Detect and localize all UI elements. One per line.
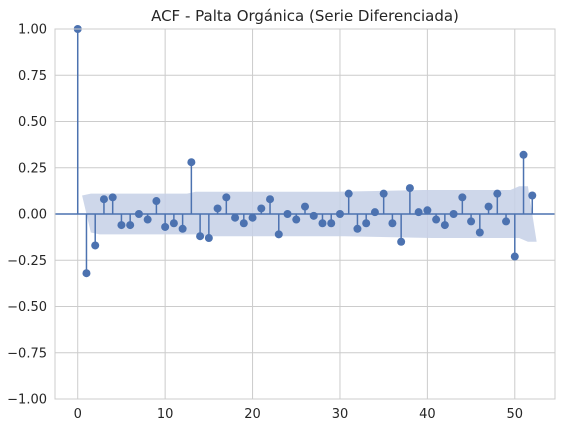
acf-point <box>178 224 187 233</box>
acf-point <box>335 210 344 218</box>
acf-point <box>99 195 108 204</box>
acf-point <box>423 206 432 215</box>
y-tick-label: 0.75 <box>18 69 47 84</box>
x-axis-ticks: 0 10 20 30 40 50 <box>74 407 523 422</box>
acf-point <box>222 193 231 202</box>
acf-point <box>266 195 275 204</box>
acf-point <box>239 219 248 228</box>
acf-point <box>405 184 414 193</box>
acf-point <box>301 202 309 211</box>
x-tick-label: 0 <box>74 407 82 422</box>
x-tick-label: 50 <box>507 407 524 422</box>
acf-point <box>510 252 519 261</box>
acf-point <box>344 189 353 198</box>
acf-point <box>117 221 126 230</box>
acf-point <box>161 222 170 231</box>
acf-point <box>362 219 371 228</box>
acf-point <box>248 213 257 222</box>
y-tick-label: −0.75 <box>7 346 47 361</box>
acf-point <box>318 219 327 228</box>
acf-point <box>484 202 493 211</box>
acf-point <box>292 215 301 224</box>
acf-point <box>134 210 143 218</box>
acf-point <box>458 193 467 202</box>
acf-point <box>91 241 100 250</box>
acf-point <box>432 215 441 224</box>
y-tick-label: −0.25 <box>7 254 47 269</box>
x-tick-label: 40 <box>419 407 436 422</box>
acf-point <box>414 208 423 217</box>
y-axis-ticks: −1.00 −0.75 −0.50 −0.25 0.00 0.25 0.50 0.75 1.00 <box>7 23 47 408</box>
y-tick-label: 1.00 <box>18 23 47 38</box>
acf-point <box>519 150 528 159</box>
acf-point <box>187 158 196 167</box>
y-tick-label: 0.25 <box>18 161 47 176</box>
y-tick-label: −1.00 <box>7 393 47 408</box>
acf-point <box>309 211 318 220</box>
acf-stems <box>73 25 537 278</box>
acf-point <box>528 191 537 200</box>
acf-point <box>388 219 397 228</box>
acf-point <box>379 189 388 198</box>
acf-point <box>169 219 178 228</box>
y-tick-label: −0.50 <box>7 300 47 315</box>
acf-point <box>353 224 362 233</box>
acf-point <box>467 217 476 226</box>
acf-point <box>440 221 449 230</box>
acf-point <box>82 269 91 278</box>
acf-point <box>283 210 292 218</box>
x-tick-label: 30 <box>332 407 349 422</box>
acf-point <box>449 210 458 218</box>
acf-point <box>370 208 379 217</box>
acf-point <box>126 221 135 230</box>
plot-frame <box>54 28 556 400</box>
axes-frame <box>54 28 556 400</box>
y-tick-label: 0.00 <box>18 208 47 223</box>
x-tick-label: 10 <box>157 407 174 422</box>
acf-point <box>502 217 511 226</box>
acf-point <box>397 237 406 246</box>
acf-point <box>327 219 336 228</box>
acf-point <box>213 204 222 213</box>
acf-point <box>231 213 240 222</box>
acf-point <box>257 204 266 213</box>
acf-point <box>274 230 283 239</box>
acf-point <box>493 189 502 198</box>
acf-point <box>196 232 205 241</box>
acf-point <box>475 228 484 237</box>
acf-point <box>108 193 117 202</box>
x-tick-label: 20 <box>244 407 261 422</box>
acf-point <box>143 215 152 224</box>
acf-point <box>204 234 213 243</box>
acf-point <box>152 197 161 206</box>
chart-title: ACF - Palta Orgánica (Serie Diferenciada… <box>151 7 459 25</box>
y-tick-label: 0.50 <box>18 115 47 130</box>
